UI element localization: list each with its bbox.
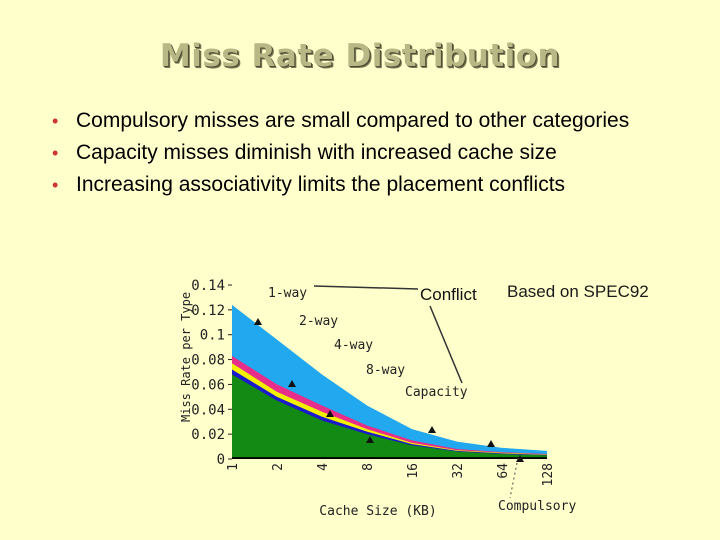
conflict-leader-line	[313, 285, 419, 290]
y-tick-label: 0.12	[191, 303, 225, 319]
x-tick-label: 1	[226, 463, 241, 471]
x-tick-label: 64	[496, 463, 511, 479]
spec-note: Based on SPEC92	[507, 282, 649, 301]
bullet-text: Capacity misses diminish with increased …	[76, 141, 557, 164]
series-label: 8-way	[366, 363, 405, 378]
bullet-dot-icon: •	[52, 143, 59, 163]
x-tick-label: 128	[541, 463, 556, 486]
x-tick-label: 32	[451, 463, 466, 479]
y-tick-label: 0	[217, 452, 225, 468]
bullet-item: • Compulsory misses are small compared to…	[52, 108, 692, 134]
bullet-item: • Capacity misses diminish with increased…	[52, 140, 692, 166]
series-label: Capacity	[405, 385, 468, 400]
y-axis-label: Miss Rate per Type	[179, 292, 193, 422]
conflict-leader-line	[429, 305, 463, 384]
marker-triangle	[326, 410, 334, 417]
marker-triangle	[288, 380, 296, 387]
series-label: 1-way	[268, 286, 307, 301]
x-tick-label: 2	[271, 463, 286, 471]
y-tick-label: 0.14	[191, 278, 225, 294]
y-tick-label: 0.08	[191, 353, 225, 369]
bullet-text: Increasing associativity limits the plac…	[76, 173, 566, 196]
bullet-dot-icon: •	[52, 111, 59, 131]
x-axis-label: Cache Size (KB)	[319, 504, 436, 519]
y-tick-label: 0.06	[191, 377, 225, 393]
x-tick-label: 4	[316, 463, 331, 471]
y-tick-label: 0.02	[191, 427, 225, 443]
x-tick-label: 16	[406, 463, 421, 479]
marker-triangle	[366, 436, 374, 443]
marker-triangle	[487, 440, 495, 447]
series-label: 4-way	[334, 338, 373, 353]
bullet-item: • Increasing associativity limits the pla…	[52, 172, 692, 198]
compulsory-leader-line	[509, 457, 519, 499]
area-capacity	[232, 374, 547, 459]
slide-title: Miss Rate Distribution	[159, 38, 561, 74]
marker-triangle	[516, 455, 524, 462]
conflict-label: Conflict	[420, 285, 477, 304]
bullet-dot-icon: •	[52, 175, 59, 195]
y-tick-label: 0.1	[200, 328, 225, 344]
compulsory-label: Compulsory	[498, 499, 576, 514]
y-tick-label: 0.04	[191, 402, 225, 418]
bullet-text: Compulsory misses are small compared to …	[76, 109, 630, 132]
x-tick-label: 8	[361, 463, 376, 471]
marker-triangle	[254, 318, 262, 325]
bullet-list: • Compulsory misses are small compared to…	[52, 108, 692, 204]
marker-triangle	[428, 426, 436, 433]
series-label: 2-way	[299, 314, 338, 329]
